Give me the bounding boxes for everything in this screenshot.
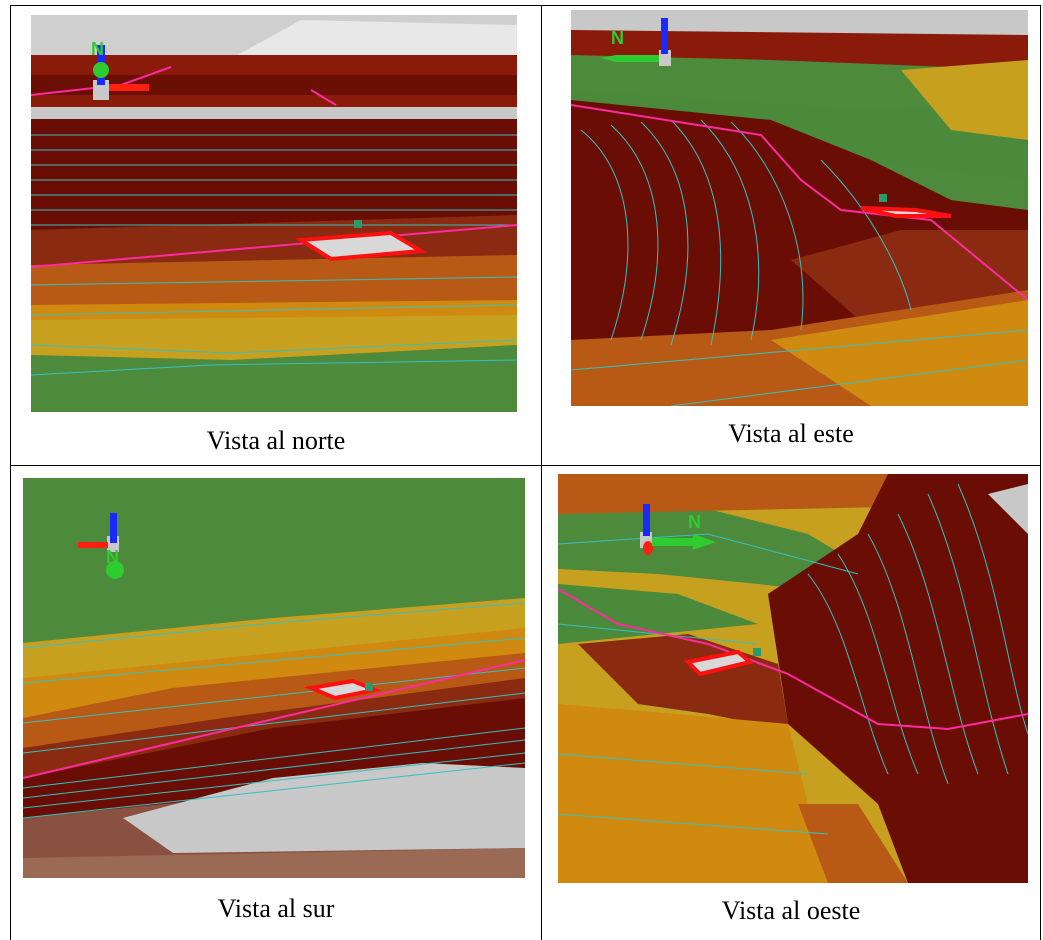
terrain-view: N [558,474,1028,883]
compass-label: N [611,28,624,48]
compass-label: N [91,39,104,59]
compass-label: N [106,547,119,567]
table-border [10,465,1041,466]
compass-label: N [688,512,701,532]
caption: Vista al este [542,419,1040,449]
terrain-view: N [571,10,1028,406]
page: N Vista al norte N Vista al este [0,0,1043,940]
table-border [10,5,1041,6]
caption: Vista al oeste [542,896,1040,926]
terrain-view: N [23,478,525,878]
table-border [1040,5,1041,940]
caption: Vista al norte [11,426,541,456]
terrain-view: N [31,15,517,412]
table-border [541,5,542,940]
caption: Vista al sur [11,894,541,924]
table-border [10,5,11,940]
